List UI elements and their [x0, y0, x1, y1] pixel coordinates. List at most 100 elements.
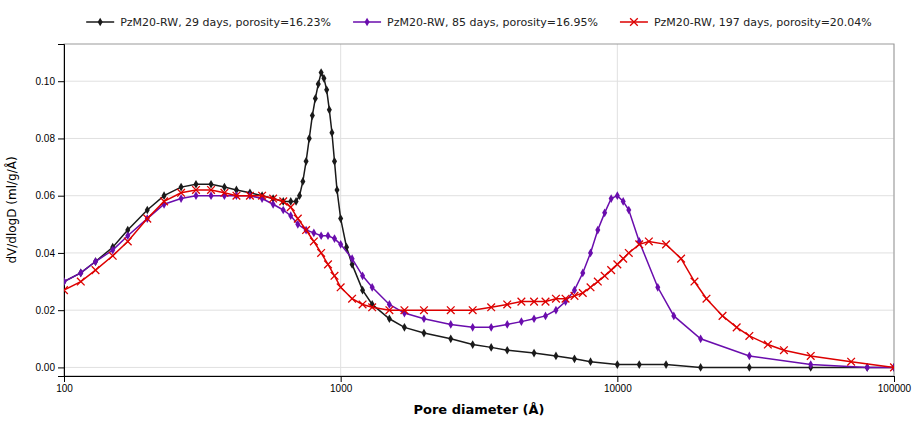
- point: [93, 257, 98, 266]
- point: [109, 252, 117, 260]
- point: [733, 324, 741, 332]
- tick: 10000: [604, 376, 632, 394]
- point: [655, 283, 660, 292]
- tick: 0.02: [36, 305, 64, 316]
- point: [552, 295, 560, 303]
- point: [93, 257, 98, 266]
- legend-label: PzM20-RW, 85 days, porosity=16.95%: [387, 16, 598, 29]
- point: [671, 312, 676, 321]
- point: [518, 298, 526, 306]
- point: [580, 269, 585, 278]
- tick-mark: [58, 253, 64, 254]
- point: [542, 298, 550, 306]
- point: [503, 301, 511, 309]
- grid: [64, 44, 894, 376]
- point: [370, 283, 375, 292]
- point: [160, 198, 168, 206]
- tick-mark: [58, 196, 64, 197]
- point: [847, 358, 855, 366]
- point: [334, 186, 339, 195]
- tick-label: 0.02: [36, 305, 56, 316]
- tick: 0.00: [36, 362, 64, 373]
- legend-marker: [98, 18, 103, 27]
- point: [302, 226, 310, 234]
- point: [530, 298, 538, 306]
- point: [124, 238, 132, 246]
- legend-marker: [365, 18, 370, 27]
- point: [300, 177, 305, 186]
- point: [662, 241, 670, 249]
- point: [571, 292, 579, 300]
- point: [532, 314, 537, 323]
- point: [602, 208, 607, 217]
- point: [281, 206, 286, 215]
- series: [64, 68, 894, 372]
- point: [746, 332, 754, 340]
- point: [572, 354, 577, 363]
- point: [594, 278, 602, 286]
- point: [562, 295, 570, 303]
- point: [64, 277, 67, 286]
- point: [625, 249, 633, 257]
- point: [287, 203, 295, 211]
- point: [279, 198, 287, 206]
- tick: 0.04: [36, 248, 64, 259]
- point: [421, 329, 426, 338]
- series: [64, 186, 894, 371]
- point: [360, 271, 365, 280]
- point: [519, 317, 524, 326]
- y-axis: 0.000.020.040.060.080.10: [36, 45, 65, 377]
- point: [78, 269, 83, 278]
- point: [332, 157, 337, 166]
- series-line: [64, 196, 894, 368]
- point: [177, 189, 185, 197]
- tick-label: 10000: [604, 383, 632, 394]
- series-line: [64, 190, 894, 367]
- point: [294, 215, 302, 223]
- point: [469, 306, 477, 314]
- point: [338, 214, 343, 223]
- point: [470, 323, 475, 332]
- point: [691, 278, 699, 286]
- tick-label: 0.08: [36, 133, 56, 144]
- grid-line: [617, 44, 618, 376]
- point: [579, 289, 587, 297]
- point: [609, 194, 614, 203]
- tick-label: 100000: [878, 383, 912, 394]
- point: [317, 249, 325, 257]
- point: [386, 306, 394, 314]
- point: [145, 206, 150, 215]
- point: [402, 323, 407, 332]
- plot: 1001000100001000000.000.020.040.060.080.…: [36, 44, 912, 394]
- point: [332, 234, 337, 243]
- x-axis: 100 1000 10000 100000: [56, 376, 911, 394]
- point: [664, 360, 669, 369]
- point: [615, 191, 620, 200]
- grid-line: [64, 138, 894, 139]
- point: [233, 192, 241, 200]
- tick: 100: [56, 376, 73, 394]
- point: [327, 105, 332, 114]
- point: [324, 261, 332, 269]
- tick-mark: [58, 367, 64, 368]
- point: [246, 192, 254, 200]
- point: [207, 186, 215, 194]
- point: [621, 197, 626, 206]
- point: [258, 192, 266, 200]
- chart: 1001000100001000000.000.020.040.060.080.…: [0, 0, 918, 424]
- point: [487, 303, 495, 311]
- point: [421, 314, 426, 323]
- point: [311, 229, 316, 238]
- point: [532, 349, 537, 358]
- point: [192, 186, 200, 194]
- tick-label: 0.00: [36, 362, 56, 373]
- tick-label: 1000: [330, 383, 353, 394]
- point: [325, 231, 330, 240]
- point: [615, 360, 620, 369]
- tick: 0.10: [36, 76, 64, 87]
- point: [64, 277, 67, 286]
- tick: 0.08: [36, 133, 64, 144]
- point: [553, 352, 558, 361]
- point: [387, 314, 392, 323]
- point: [698, 363, 703, 372]
